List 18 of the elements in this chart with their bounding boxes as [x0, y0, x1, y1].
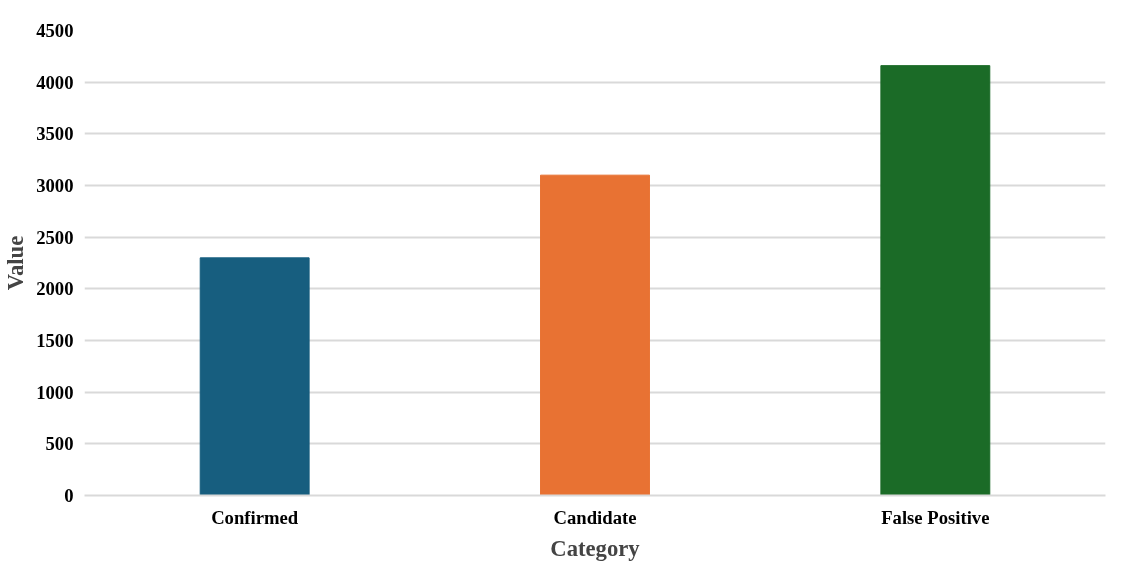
- x-tick-label: False Positive: [881, 506, 990, 528]
- y-tick-label: 1000: [36, 381, 74, 403]
- y-tick-label: 4000: [36, 71, 74, 93]
- x-tick-label: Candidate: [553, 506, 637, 528]
- y-tick-label: 3000: [36, 175, 74, 196]
- y-tick-label: 4500: [36, 20, 74, 41]
- bar: [880, 65, 991, 496]
- bar: [540, 174, 650, 496]
- y-tick-label: 2500: [36, 226, 74, 248]
- y-tick-label: 3500: [36, 123, 74, 145]
- y-tick-label: 500: [45, 433, 74, 455]
- y-tick-label: 0: [64, 485, 74, 506]
- x-tick-label: Confirmed: [211, 506, 299, 528]
- y-tick-label: 1500: [36, 330, 74, 351]
- x-axis-title: Category: [550, 535, 641, 561]
- bar: [199, 257, 310, 496]
- y-tick-label: 2000: [36, 278, 74, 300]
- y-axis-title: Value: [3, 235, 29, 291]
